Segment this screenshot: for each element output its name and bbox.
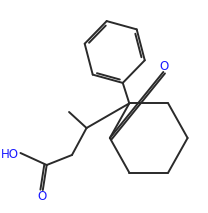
Text: O: O <box>160 60 169 73</box>
Text: O: O <box>37 190 46 203</box>
Text: HO: HO <box>1 147 19 161</box>
